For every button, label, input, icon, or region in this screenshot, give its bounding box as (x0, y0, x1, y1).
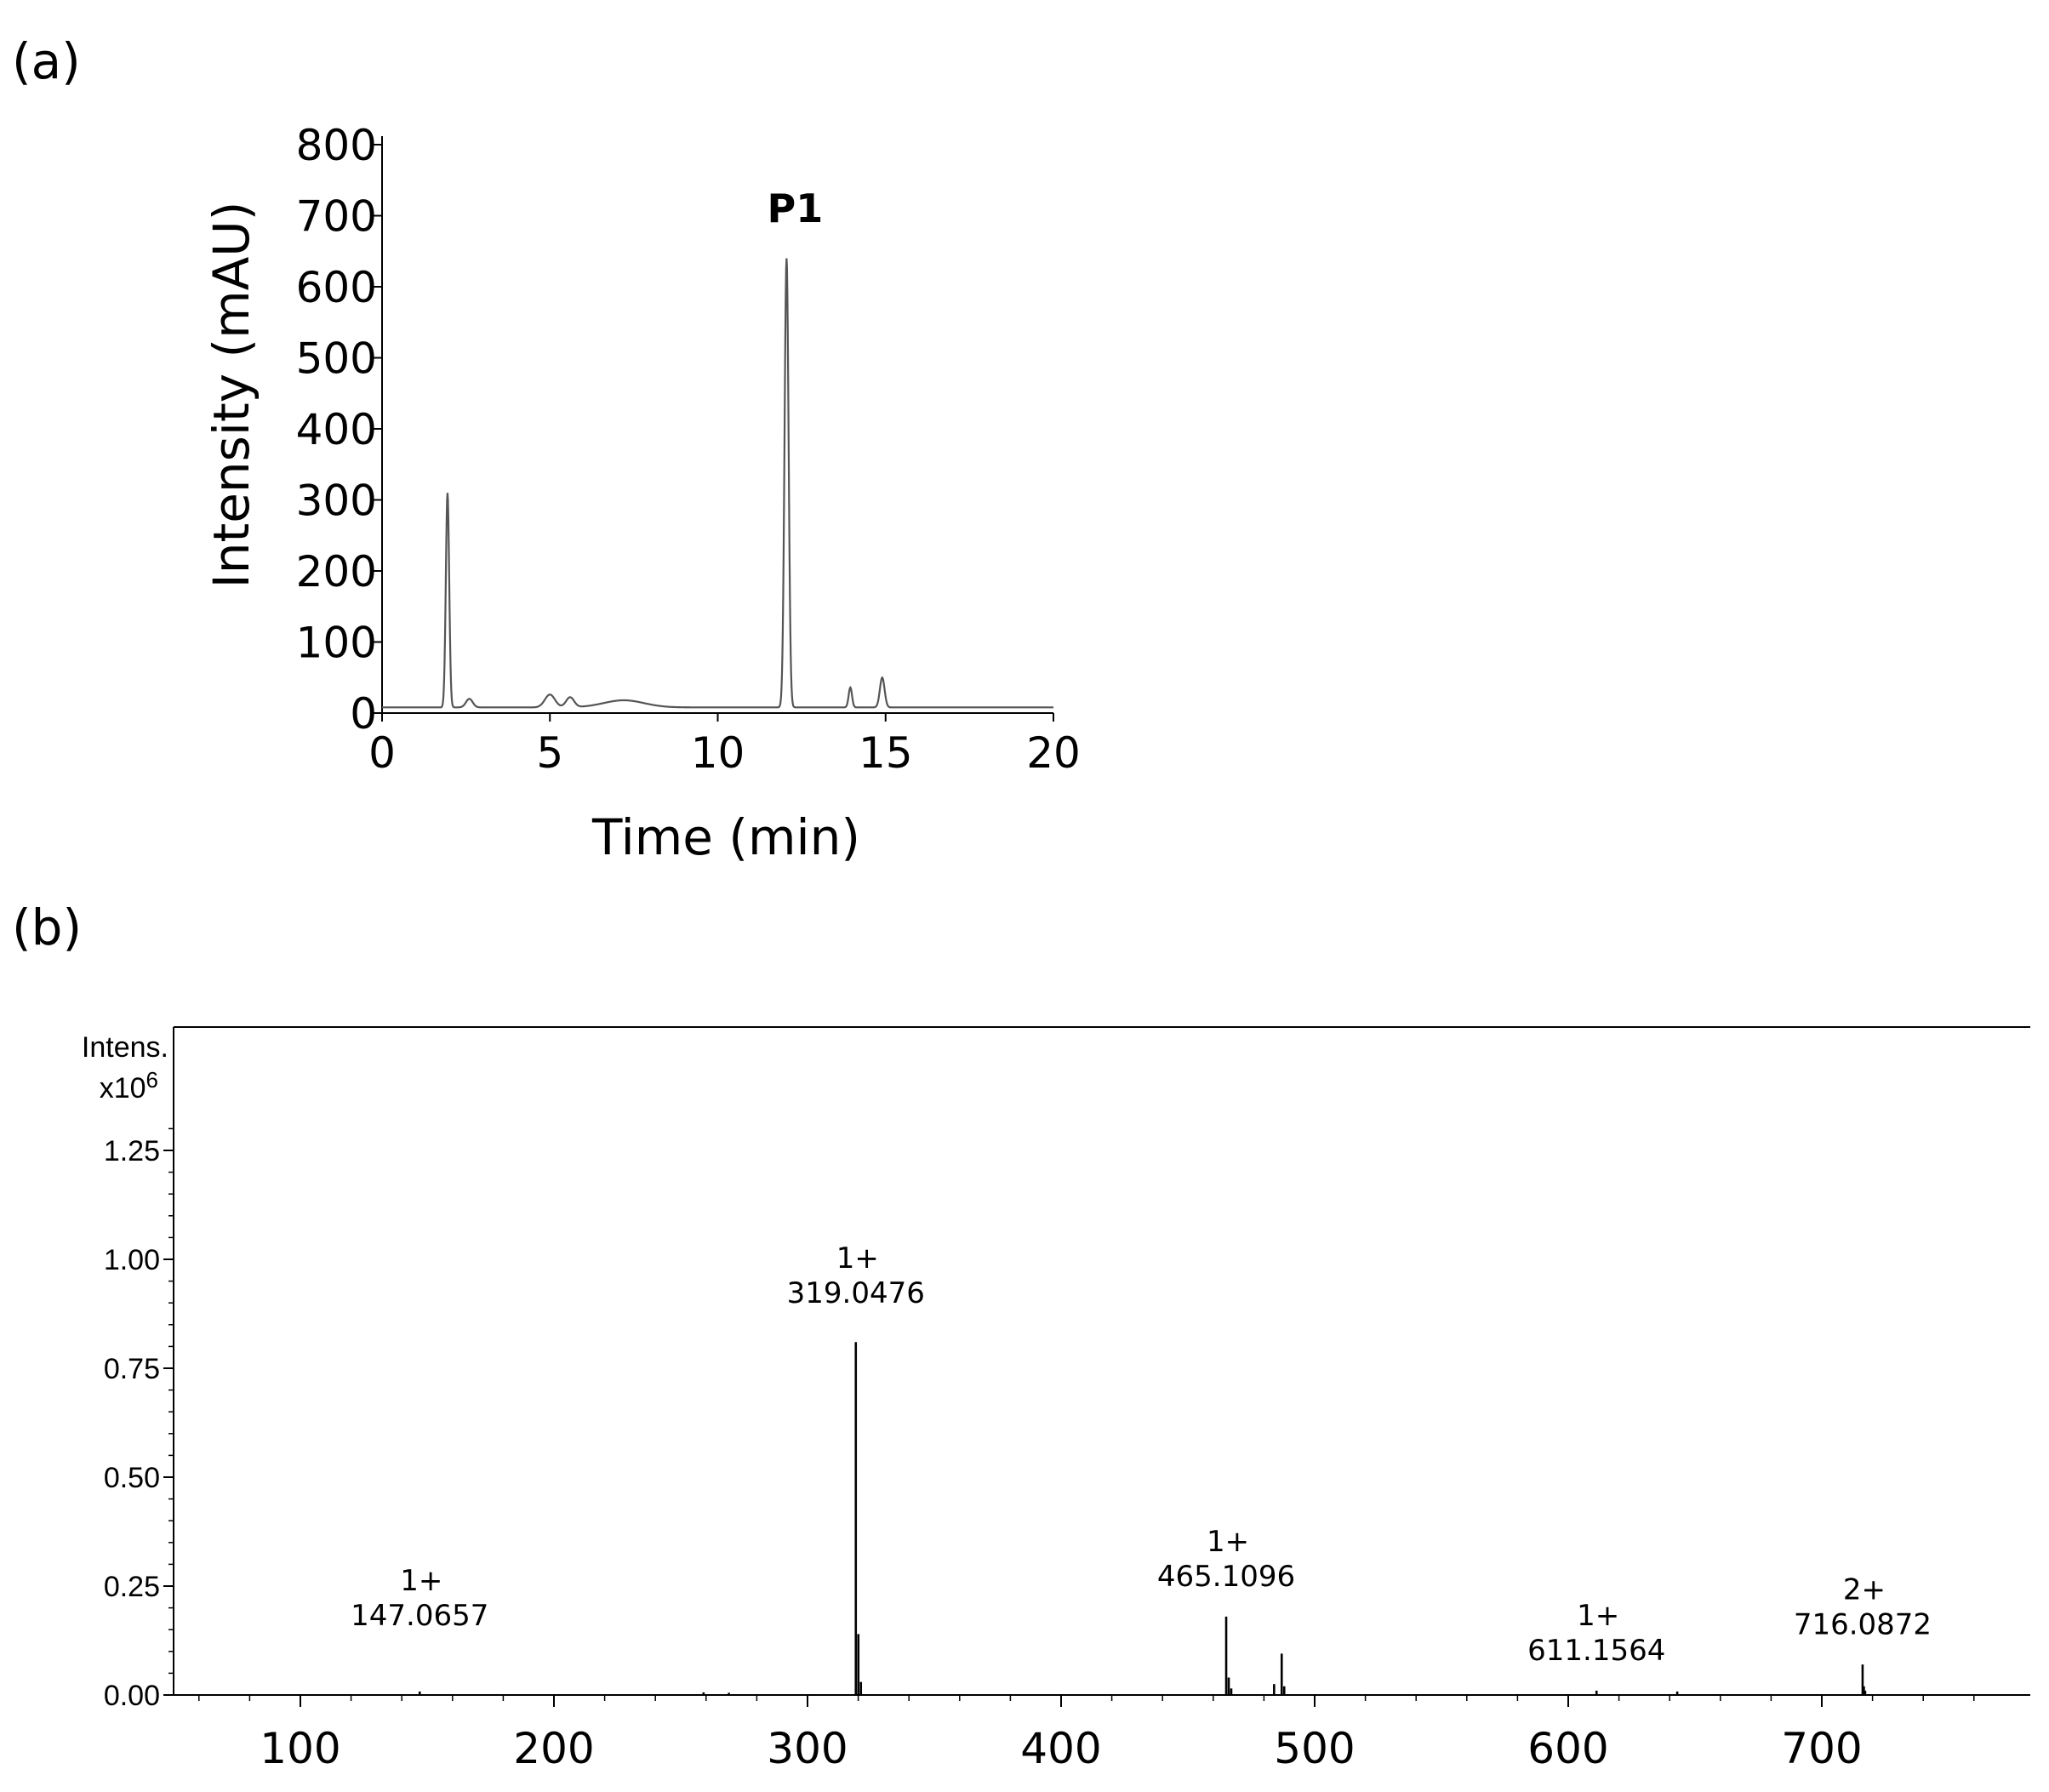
a-y-tick-label: 500 (296, 334, 377, 384)
a-y-tick-label: 700 (296, 192, 377, 242)
peak-charge-label: 1+ (400, 1564, 442, 1598)
panel-label-a: (a) (12, 32, 81, 90)
b-y-tick-label: 0.25 (104, 1571, 160, 1603)
peak-charge-label: 1+ (836, 1241, 879, 1276)
a-y-tick-label: 300 (296, 477, 377, 526)
a-y-tick-label: 200 (296, 547, 377, 596)
peak-mz-label: 319.0476 (787, 1276, 925, 1310)
b-y-axis-scale-exp: 6 (146, 1067, 158, 1093)
peak-charge-label: 1+ (1207, 1525, 1249, 1559)
a-y-tick-label: 400 (296, 405, 377, 454)
peak-mz-label: 716.0872 (1794, 1607, 1932, 1641)
chromatogram-chart: 0 100 200 300 400 500 600 700 800 0 5 10 15 20 Inten… (203, 121, 1081, 866)
b-x-tick-label: 100 (260, 1724, 340, 1773)
a-x-tick-label: 20 (1026, 728, 1081, 778)
panel-label-b: (b) (12, 899, 82, 956)
peak-charge-label: 1+ (1577, 1599, 1619, 1633)
b-y-axis-scale: x106 (100, 1067, 158, 1104)
chromatogram-trace (382, 258, 1053, 709)
peak-label-p1: P1 (768, 185, 824, 231)
b-x-tick-label: 600 (1527, 1724, 1608, 1773)
b-y-tick-label: 0.00 (104, 1680, 160, 1712)
b-x-tick-label: 200 (513, 1724, 594, 1773)
a-y-tick-label: 100 (296, 619, 377, 668)
b-x-tick-label: 400 (1020, 1724, 1101, 1773)
peak-mz-label: 611.1564 (1527, 1634, 1665, 1668)
a-x-tick-label: 5 (536, 728, 563, 778)
a-x-tick-label: 10 (691, 728, 745, 778)
b-y-tick-label: 0.50 (104, 1462, 160, 1494)
b-y-tick-label: 1.25 (104, 1135, 160, 1167)
b-y-axis-label: Intens. (82, 1031, 168, 1064)
a-x-tick-label: 15 (859, 728, 913, 778)
b-x-tick-label: 300 (767, 1724, 848, 1773)
a-x-axis-label: Time (min) (591, 808, 860, 866)
a-x-tick-label: 0 (368, 728, 396, 778)
peak-mz-label: 465.1096 (1157, 1560, 1295, 1594)
a-y-axis-label: Intensity (mAU) (203, 202, 260, 589)
b-y-tick-label: 0.75 (104, 1353, 160, 1385)
peak-charge-label: 2+ (1843, 1572, 1886, 1607)
a-y-tick-label: 800 (296, 121, 377, 170)
b-x-tick-label: 500 (1274, 1724, 1355, 1773)
a-y-tick-label: 600 (296, 263, 377, 312)
a-y-tick-label: 0 (350, 689, 377, 739)
b-y-tick-label: 1.00 (104, 1244, 160, 1276)
peak-mz-label: 147.0657 (351, 1599, 488, 1633)
b-x-tick-label: 700 (1781, 1724, 1862, 1773)
b-y-axis-scale-base: x10 (100, 1072, 146, 1104)
mass-spectrum-chart: 0.00 0.25 0.50 0.75 1.00 1.25 100 200 300 400 500… (82, 1026, 2030, 1773)
